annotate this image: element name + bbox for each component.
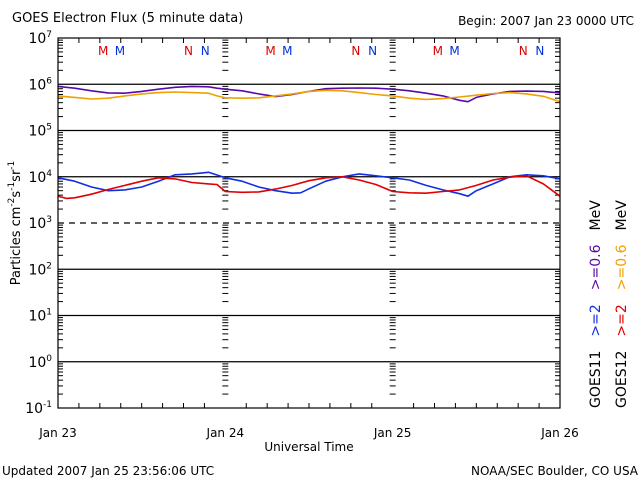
y-tick-label: 106 [28,76,52,93]
series-line-goes12-0-6-mev [57,89,561,103]
y-tick-label: 10-1 [25,400,52,417]
mn-marker: M [265,44,275,58]
y-tick-label: 104 [28,169,52,186]
x-tick-label: Jan 24 [206,426,245,440]
mn-marker: M [282,44,292,58]
data-series [57,85,561,200]
chart-title: GOES Electron Flux (5 minute data) [12,11,243,26]
y-tick-label: 101 [28,308,52,325]
chart-subtitle-begin: Begin: 2007 Jan 23 0000 UTC [458,14,634,28]
mn-marker: N [519,44,528,58]
series-line-goes11-2-mev [57,171,561,197]
credit-text: NOAA/SEC Boulder, CO USA [471,464,639,478]
y-axis-label: Particles cm-2s-1sr-1 [7,161,24,286]
x-tick-label: Jan 25 [373,426,412,440]
mn-marker: M [115,44,125,58]
y-tick-labels: 10-1 100 101 102 103 104 105 106 107 [25,30,52,417]
reference-lines [58,83,560,363]
series-line-goes12-2-mev [57,175,561,200]
y-tick-label: 107 [28,30,52,47]
mn-marker: M [433,44,443,58]
mn-marker: N [535,44,544,58]
mn-marker: N [184,44,193,58]
plot-frame [57,37,561,409]
mn-marker: N [368,44,377,58]
x-axis-label: Universal Time [264,440,353,454]
x-tick-label: Jan 23 [38,426,77,440]
legend: GOES11>=2>=0.6MeV GOES12>=2>=0.6MeV [588,200,630,408]
mn-marker: N [201,44,210,58]
y-tick-label: 105 [28,123,52,140]
x-tick-label: Jan 26 [540,426,579,440]
mn-marker: M [449,44,459,58]
legend-goes12: GOES12>=2>=0.6MeV [614,200,630,408]
x-tick-labels: Jan 23 Jan 24 Jan 25 Jan 26 [38,426,579,440]
y-tick-label: 103 [28,215,52,232]
updated-timestamp: Updated 2007 Jan 25 23:56:06 UTC [2,464,214,478]
mn-marker: M [98,44,108,58]
y-tick-label: 100 [28,354,52,371]
axis-ticks [58,38,560,408]
mn-marker: N [351,44,360,58]
y-tick-label: 102 [28,261,52,278]
legend-goes11: GOES11>=2>=0.6MeV [588,200,604,408]
